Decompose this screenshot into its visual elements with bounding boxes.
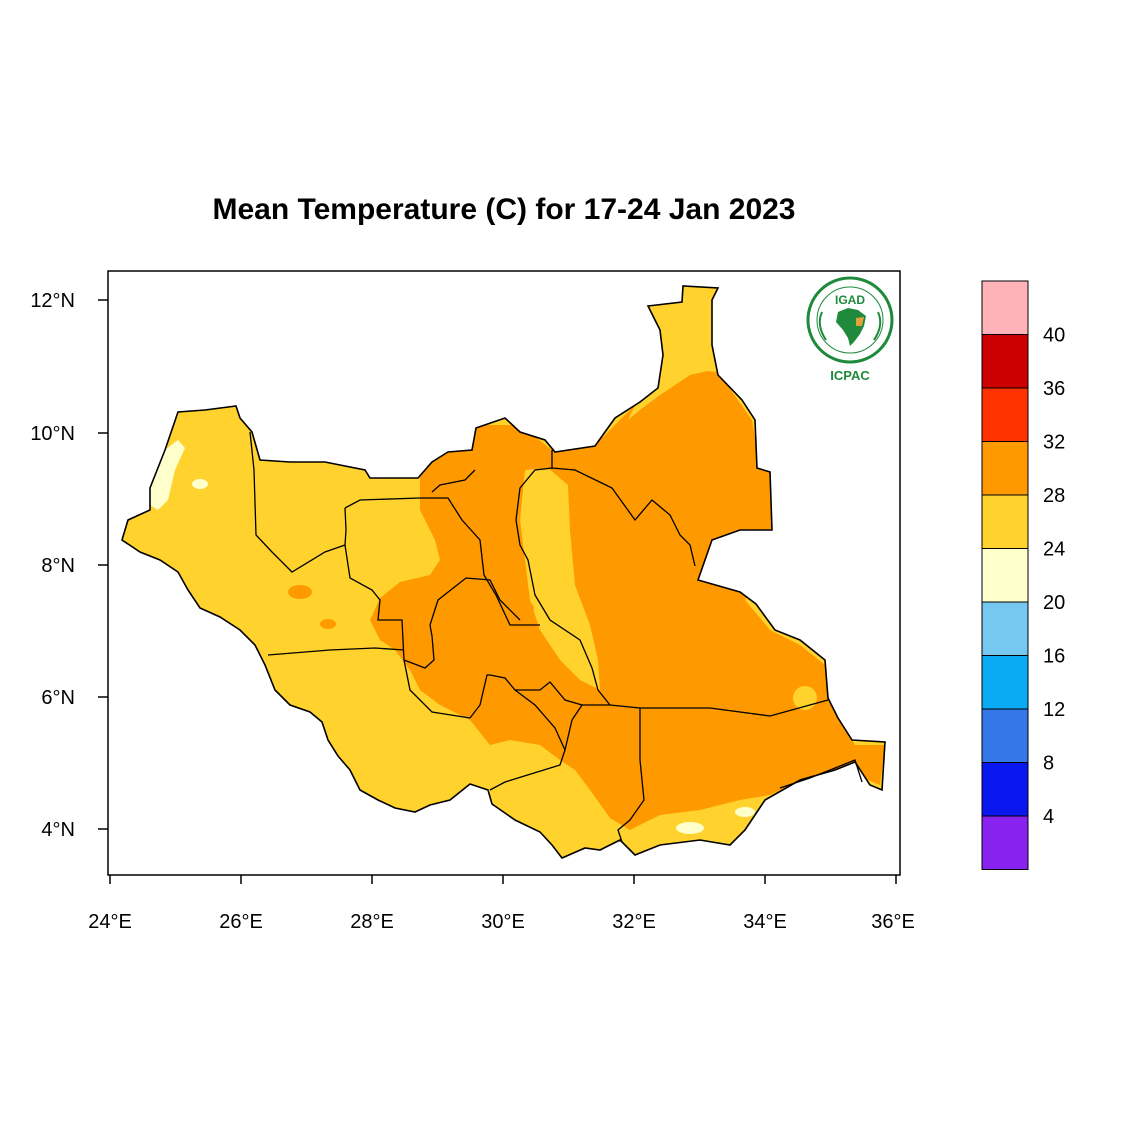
boundary-upper-nile [431, 469, 476, 493]
boundary-jonglei-west [515, 450, 611, 706]
y-tick-label-12: 12°N [30, 290, 75, 312]
field-28-32-patch-a [288, 585, 312, 599]
field-28-32-patch-b [320, 619, 336, 629]
state-boundaries [249, 431, 863, 843]
field-24-28-corridor [520, 468, 600, 690]
boundary-eastern-eq-south [564, 704, 583, 751]
laurel-left-icon [818, 311, 827, 341]
field-20-24-patch-c [735, 807, 755, 817]
boundary-lakes [429, 577, 521, 626]
y-tick-label-4: 4°N [41, 819, 75, 841]
boundary-lakes-south [403, 624, 435, 669]
colorbar-swatch [981, 708, 1029, 763]
field-20-24-west [150, 440, 185, 510]
x-tick-label-34: 34°E [743, 911, 787, 933]
x-tick-label-24: 24°E [88, 911, 132, 933]
africa-map-icon [836, 308, 866, 346]
colorbar: 40 36 32 28 24 20 16 12 8 4 [981, 280, 1065, 870]
boundary-wbeg-lakes-north [249, 431, 346, 573]
colorbar-label: 20 [1043, 592, 1065, 614]
colorbar-label: 8 [1043, 753, 1054, 775]
boundary-wbeg-south [267, 647, 405, 656]
field-28-32-east [370, 370, 885, 830]
colorbar-swatch [981, 280, 1029, 335]
boundary-unity-west [344, 507, 347, 546]
colorbar-label: 12 [1043, 699, 1065, 721]
chart-title: Mean Temperature (C) for 17-24 Jan 2023 [212, 193, 796, 226]
colorbar-swatch [981, 387, 1029, 442]
y-tick-label-6: 6°N [41, 687, 75, 709]
logo-igad-text: IGAD [835, 293, 865, 307]
y-tick-label-10: 10°N [30, 423, 75, 445]
boundary-warrap [344, 544, 471, 719]
colorbar-label: 40 [1043, 325, 1065, 347]
field-20-24-patch-b [676, 822, 704, 834]
field-28-32-patch-c [506, 600, 534, 616]
x-tick-label-28: 28°E [350, 911, 394, 933]
colorbar-swatch [981, 815, 1029, 870]
icpac-logo: IGAD ICPAC [806, 276, 894, 383]
field-28-32-patch-d [458, 502, 482, 538]
field-24-28-patch-e [793, 686, 817, 710]
colorbar-swatch [981, 441, 1029, 496]
boundary-unity [344, 497, 540, 626]
field-24-28-south [490, 770, 615, 858]
colorbar-swatch [981, 334, 1029, 389]
colorbar-swatch [981, 601, 1029, 656]
colorbar-swatch [981, 494, 1029, 549]
y-axis: 12°N 10°N 8°N 6°N 4°N [30, 290, 108, 841]
colorbar-label: 36 [1043, 378, 1065, 400]
logo-inner-ring [816, 286, 884, 354]
colorbar-swatch [981, 762, 1029, 817]
boundary-equatoria [489, 674, 610, 706]
colorbar-label: 28 [1043, 485, 1065, 507]
x-axis: 24°E 26°E 28°E 30°E 32°E 34°E 36°E [88, 875, 915, 933]
x-tick-label-32: 32°E [612, 911, 656, 933]
colorbar-label: 24 [1043, 539, 1065, 561]
colorbar-swatch [981, 655, 1029, 710]
boundary-ilemi [779, 759, 863, 789]
boundary-central-eq [469, 674, 490, 719]
x-tick-label-36: 36°E [871, 911, 915, 933]
boundary-jonglei-south [609, 699, 829, 717]
colorbar-swatch [981, 548, 1029, 603]
x-tick-label-26: 26°E [219, 911, 263, 933]
y-tick-label-8: 8°N [41, 555, 75, 577]
logo-icpac-text: ICPAC [830, 368, 870, 383]
colorbar-label: 32 [1043, 432, 1065, 454]
colorbar-label: 4 [1043, 806, 1054, 828]
field-24-28-north [628, 296, 712, 420]
boundary-jonglei-north [551, 467, 696, 567]
field-20-24-patch-a [192, 479, 208, 489]
colorbar-label: 16 [1043, 646, 1065, 668]
igad-region-highlight [856, 317, 864, 326]
boundary-eastern-eq [617, 708, 645, 843]
laurel-right-icon [873, 311, 882, 341]
x-tick-label-30: 30°E [481, 911, 525, 933]
